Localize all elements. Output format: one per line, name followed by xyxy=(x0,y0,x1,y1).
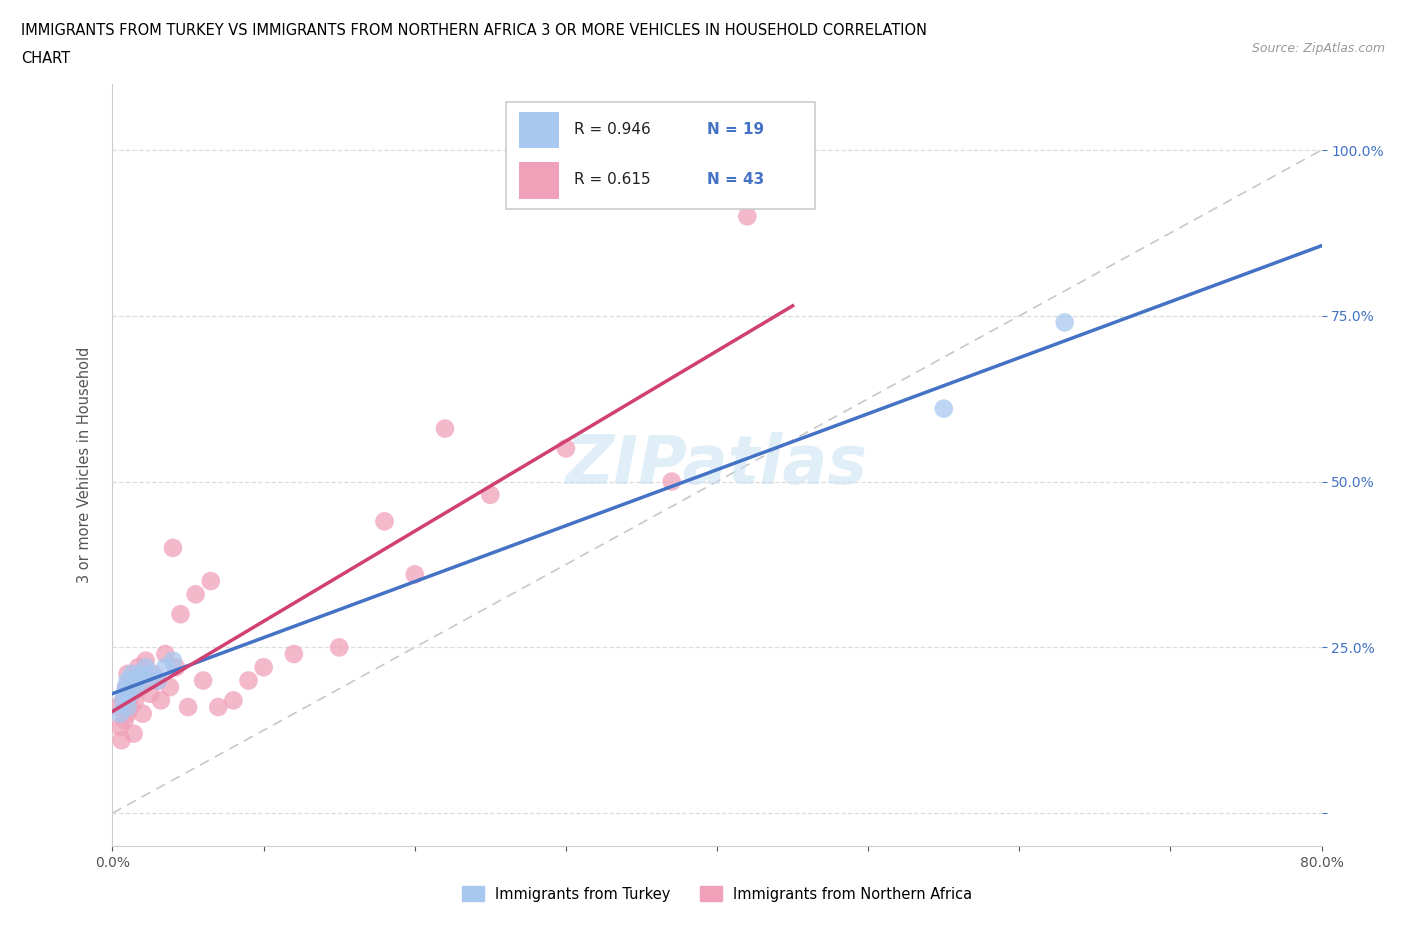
Point xyxy=(146,673,169,688)
Point xyxy=(112,693,135,708)
Point xyxy=(932,401,955,416)
Point xyxy=(124,680,146,695)
Text: ZIPatlas: ZIPatlas xyxy=(567,432,868,498)
Point xyxy=(200,574,222,589)
Point xyxy=(169,606,191,621)
Point xyxy=(132,706,155,721)
Point xyxy=(146,673,169,688)
Legend: Immigrants from Turkey, Immigrants from Northern Africa: Immigrants from Turkey, Immigrants from … xyxy=(456,881,979,908)
Point xyxy=(155,659,177,674)
Point xyxy=(127,659,149,674)
Point xyxy=(433,421,456,436)
Point xyxy=(135,653,157,668)
Point xyxy=(120,699,142,714)
Point xyxy=(162,653,184,668)
Point xyxy=(108,706,131,721)
Point xyxy=(121,667,143,682)
Point xyxy=(184,587,207,602)
Text: IMMIGRANTS FROM TURKEY VS IMMIGRANTS FROM NORTHERN AFRICA 3 OR MORE VEHICLES IN : IMMIGRANTS FROM TURKEY VS IMMIGRANTS FRO… xyxy=(21,23,927,38)
Point xyxy=(191,673,214,688)
Point xyxy=(142,667,165,682)
Point xyxy=(139,667,162,682)
Point xyxy=(159,680,181,695)
Point xyxy=(374,514,396,529)
Point xyxy=(135,659,157,674)
Point xyxy=(122,726,145,741)
Point xyxy=(554,441,576,456)
Point xyxy=(120,686,142,701)
Point xyxy=(115,680,138,695)
Text: CHART: CHART xyxy=(21,51,70,66)
Point xyxy=(222,693,245,708)
Point xyxy=(117,699,139,714)
Point xyxy=(114,686,136,701)
Text: Source: ZipAtlas.com: Source: ZipAtlas.com xyxy=(1251,42,1385,55)
FancyBboxPatch shape xyxy=(519,112,558,148)
Point xyxy=(132,673,155,688)
Point xyxy=(283,646,305,661)
Point xyxy=(128,680,150,695)
Text: R = 0.946: R = 0.946 xyxy=(574,122,651,137)
Point xyxy=(125,673,148,688)
Point xyxy=(1053,315,1076,330)
Point xyxy=(207,699,229,714)
Point xyxy=(149,693,172,708)
Point xyxy=(139,686,162,701)
Text: N = 43: N = 43 xyxy=(707,172,765,187)
Point xyxy=(115,680,138,695)
Text: N = 19: N = 19 xyxy=(707,122,765,137)
Point xyxy=(238,673,260,688)
Point xyxy=(105,699,128,714)
FancyBboxPatch shape xyxy=(519,162,558,199)
Point xyxy=(479,487,502,502)
Point xyxy=(177,699,200,714)
Point xyxy=(110,733,132,748)
Point xyxy=(108,720,131,735)
Point xyxy=(114,713,136,728)
Point xyxy=(404,567,426,582)
Point xyxy=(155,646,177,661)
Point xyxy=(253,659,276,674)
Point xyxy=(117,673,139,688)
Point xyxy=(162,540,184,555)
Point xyxy=(328,640,350,655)
Point xyxy=(121,686,143,701)
Point xyxy=(737,209,759,224)
Point xyxy=(117,667,139,682)
Point xyxy=(165,659,187,674)
Point xyxy=(128,667,150,682)
Y-axis label: 3 or more Vehicles in Household: 3 or more Vehicles in Household xyxy=(77,347,91,583)
Point xyxy=(661,474,683,489)
Point xyxy=(124,693,146,708)
Point xyxy=(112,693,135,708)
Text: R = 0.615: R = 0.615 xyxy=(574,172,651,187)
FancyBboxPatch shape xyxy=(506,102,815,209)
Point xyxy=(124,673,146,688)
Point xyxy=(117,706,139,721)
